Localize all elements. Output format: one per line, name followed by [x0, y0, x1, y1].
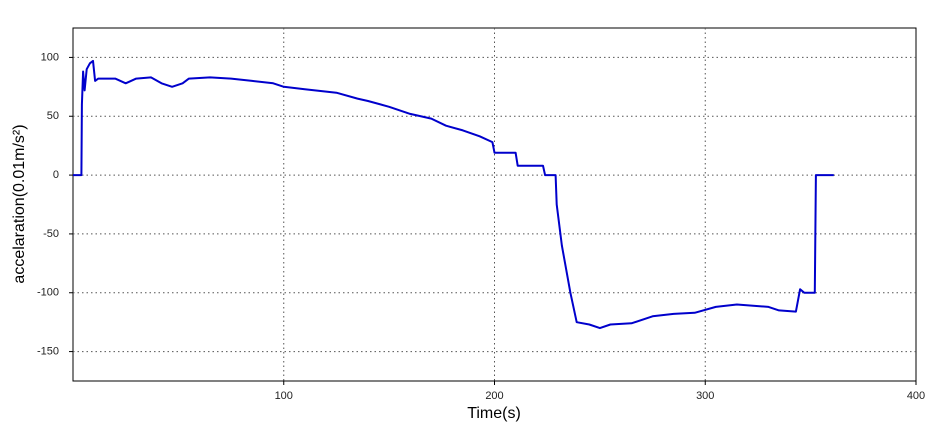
- x-tick-label: 400: [907, 390, 925, 402]
- x-axis-label: Time(s): [467, 405, 521, 422]
- x-tick-label: 300: [696, 390, 714, 402]
- y-tick-label: 50: [47, 110, 59, 122]
- y-tick-label: -50: [43, 228, 59, 240]
- y-tick-label: -100: [37, 287, 59, 299]
- x-tick-label: 200: [485, 390, 503, 402]
- data-line: [73, 59, 834, 330]
- y-axis-label: accelaration(0.01m/s²): [11, 124, 28, 283]
- y-tick-label: 0: [53, 169, 59, 181]
- y-tick-label: 100: [41, 51, 59, 63]
- x-tick-label: 100: [275, 390, 293, 402]
- y-tick-label: -150: [37, 345, 59, 357]
